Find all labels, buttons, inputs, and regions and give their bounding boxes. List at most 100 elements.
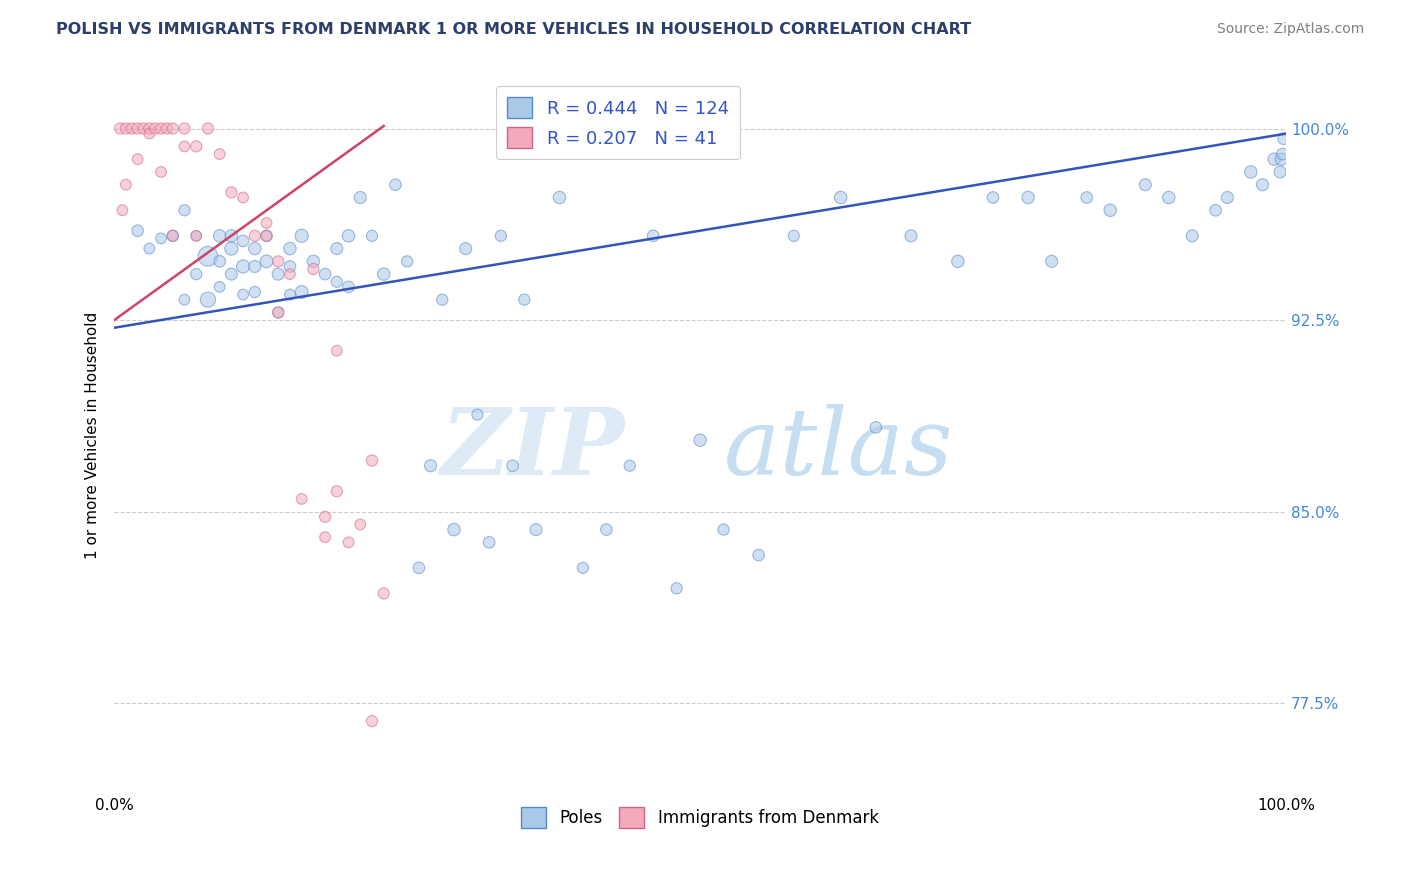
Point bbox=[373, 586, 395, 600]
Point bbox=[337, 280, 360, 294]
Point bbox=[1157, 190, 1180, 204]
Point bbox=[256, 228, 278, 243]
Point bbox=[396, 254, 419, 268]
Point bbox=[208, 254, 231, 268]
Point bbox=[361, 228, 384, 243]
Point bbox=[489, 228, 512, 243]
Point bbox=[162, 121, 184, 136]
Point bbox=[127, 224, 149, 238]
Point bbox=[1135, 178, 1157, 192]
Point bbox=[173, 121, 195, 136]
Point bbox=[127, 152, 149, 166]
Text: atlas: atlas bbox=[724, 404, 953, 494]
Point bbox=[138, 242, 160, 256]
Point bbox=[900, 228, 922, 243]
Point bbox=[946, 254, 969, 268]
Point bbox=[111, 203, 134, 218]
Point bbox=[1268, 165, 1291, 179]
Point bbox=[256, 228, 278, 243]
Point bbox=[361, 714, 384, 728]
Point bbox=[121, 121, 143, 136]
Point bbox=[1270, 152, 1292, 166]
Point bbox=[243, 242, 266, 256]
Point bbox=[221, 242, 243, 256]
Point bbox=[232, 234, 254, 248]
Point bbox=[278, 260, 301, 274]
Point bbox=[783, 228, 806, 243]
Point bbox=[173, 293, 195, 307]
Point bbox=[173, 139, 195, 153]
Point bbox=[256, 254, 278, 268]
Point bbox=[502, 458, 524, 473]
Point bbox=[548, 190, 571, 204]
Point bbox=[349, 517, 371, 532]
Point bbox=[454, 242, 477, 256]
Point bbox=[314, 509, 336, 524]
Text: Source: ZipAtlas.com: Source: ZipAtlas.com bbox=[1216, 22, 1364, 37]
Point bbox=[302, 254, 325, 268]
Point bbox=[291, 285, 314, 299]
Point bbox=[326, 343, 349, 358]
Point bbox=[326, 275, 349, 289]
Point bbox=[127, 121, 149, 136]
Point bbox=[256, 216, 278, 230]
Point bbox=[478, 535, 501, 549]
Point bbox=[150, 231, 173, 245]
Point bbox=[432, 293, 454, 307]
Point bbox=[713, 523, 735, 537]
Point bbox=[643, 228, 665, 243]
Point bbox=[1017, 190, 1039, 204]
Point bbox=[689, 433, 711, 447]
Point bbox=[162, 228, 184, 243]
Point bbox=[150, 121, 173, 136]
Point bbox=[1263, 152, 1285, 166]
Point bbox=[1076, 190, 1098, 204]
Y-axis label: 1 or more Vehicles in Household: 1 or more Vehicles in Household bbox=[86, 311, 100, 558]
Point bbox=[208, 228, 231, 243]
Point bbox=[243, 285, 266, 299]
Point bbox=[243, 260, 266, 274]
Point bbox=[1251, 178, 1274, 192]
Point bbox=[361, 453, 384, 467]
Point bbox=[143, 121, 166, 136]
Point bbox=[865, 420, 887, 434]
Point bbox=[314, 267, 336, 281]
Point bbox=[108, 121, 131, 136]
Point bbox=[138, 121, 160, 136]
Point bbox=[572, 561, 595, 575]
Point bbox=[443, 523, 465, 537]
Point bbox=[150, 165, 173, 179]
Point bbox=[748, 548, 770, 562]
Point bbox=[267, 305, 290, 319]
Point bbox=[208, 280, 231, 294]
Point bbox=[278, 267, 301, 281]
Point bbox=[186, 139, 208, 153]
Point bbox=[197, 249, 219, 263]
Point bbox=[326, 242, 349, 256]
Point bbox=[619, 458, 641, 473]
Point bbox=[221, 267, 243, 281]
Point bbox=[408, 561, 430, 575]
Point bbox=[208, 147, 231, 161]
Point bbox=[197, 293, 219, 307]
Point bbox=[278, 287, 301, 301]
Point bbox=[267, 305, 290, 319]
Point bbox=[243, 228, 266, 243]
Point bbox=[419, 458, 441, 473]
Point bbox=[232, 287, 254, 301]
Point bbox=[302, 262, 325, 277]
Point bbox=[384, 178, 406, 192]
Point bbox=[132, 121, 155, 136]
Point bbox=[665, 582, 688, 596]
Point bbox=[524, 523, 547, 537]
Point bbox=[981, 190, 1004, 204]
Point bbox=[197, 121, 219, 136]
Point bbox=[373, 267, 395, 281]
Point bbox=[1272, 132, 1295, 146]
Point bbox=[1181, 228, 1204, 243]
Point bbox=[830, 190, 852, 204]
Point bbox=[349, 190, 371, 204]
Point bbox=[291, 228, 314, 243]
Point bbox=[186, 267, 208, 281]
Point bbox=[1240, 165, 1263, 179]
